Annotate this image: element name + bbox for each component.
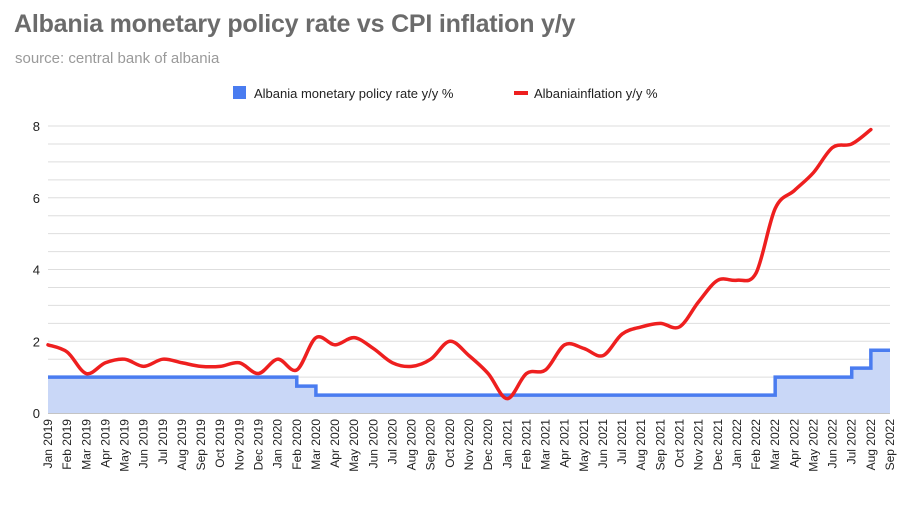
y-axis-ticks: 0 2 4 6 8 [33,119,40,421]
x-tick-label: Oct 2021 [673,419,687,468]
x-tick-label: Sep 2020 [424,419,438,471]
x-tick-label: Jan 2019 [41,419,55,469]
x-tick-label: May 2021 [577,419,591,472]
x-tick-label: May 2020 [347,419,361,472]
x-tick-label: Sep 2019 [194,419,208,471]
x-tick-label: Jun 2022 [826,419,840,469]
x-tick-label: Mar 2019 [79,419,93,470]
legend-label-policy-rate: Albania monetary policy rate y/y % [254,86,454,101]
legend-label-inflation: Albaniainflation y/y % [534,86,658,101]
x-tick-label: Aug 2021 [634,419,648,471]
x-tick-label: Jul 2020 [385,419,399,465]
chart-title: Albania monetary policy rate vs CPI infl… [14,10,576,38]
x-tick-label: Apr 2020 [328,419,342,468]
x-tick-label: Jan 2020 [271,419,285,469]
x-tick-label: Aug 2022 [864,419,878,471]
x-tick-label: Oct 2020 [443,419,457,468]
y-tick-label: 4 [33,263,40,278]
x-tick-label: Apr 2022 [787,419,801,468]
x-tick-label: May 2022 [806,419,820,472]
x-tick-label: May 2019 [118,419,132,472]
inflation-line [46,127,873,401]
x-tick-label: Feb 2019 [60,419,74,470]
x-tick-label: Jul 2019 [156,419,170,465]
x-tick-label: Mar 2022 [768,419,782,470]
x-tick-label: Feb 2022 [749,419,763,470]
x-tick-label: Feb 2020 [290,419,304,470]
x-tick-label: Nov 2021 [692,419,706,471]
policy-rate-line [48,348,890,397]
x-tick-label: Jul 2022 [845,419,859,465]
legend: Albania monetary policy rate y/y % Alban… [233,86,658,101]
legend-swatch-inflation [514,91,528,95]
policy-rate-area [48,350,890,413]
series [46,127,890,413]
x-tick-label: Dec 2019 [252,419,266,471]
x-tick-label: Mar 2020 [309,419,323,470]
x-tick-label: Sep 2022 [883,419,897,471]
y-tick-label: 6 [33,191,40,206]
x-tick-label: Jun 2020 [366,419,380,469]
x-tick-label: Jul 2021 [615,419,629,465]
x-tick-label: Apr 2021 [558,419,572,468]
y-tick-label: 2 [33,334,40,349]
x-tick-label: Dec 2021 [711,419,725,471]
x-tick-label: Dec 2020 [481,419,495,471]
x-tick-label: Feb 2021 [519,419,533,470]
x-tick-label: Aug 2020 [405,419,419,471]
x-tick-label: Jan 2021 [500,419,514,469]
y-tick-label: 8 [33,119,40,134]
x-tick-label: Aug 2019 [175,419,189,471]
x-tick-label: Oct 2019 [213,419,227,468]
x-tick-label: Jun 2021 [596,419,610,469]
gridlines [48,125,890,414]
x-tick-label: Nov 2020 [462,419,476,471]
y-tick-label: 0 [33,406,40,421]
x-tick-label: Jan 2022 [730,419,744,469]
x-tick-label: Sep 2021 [653,419,667,471]
chart-subtitle: source: central bank of albania [15,50,220,67]
x-tick-label: Jun 2019 [137,419,151,469]
x-tick-label: Apr 2019 [98,419,112,468]
legend-swatch-policy-rate [233,86,246,99]
x-tick-label: Mar 2021 [539,419,553,470]
x-tick-label: Nov 2019 [232,419,246,471]
x-axis-ticks: Jan 2019 Feb 2019 Mar 2019 Apr 2019 May 2019… [41,419,897,472]
